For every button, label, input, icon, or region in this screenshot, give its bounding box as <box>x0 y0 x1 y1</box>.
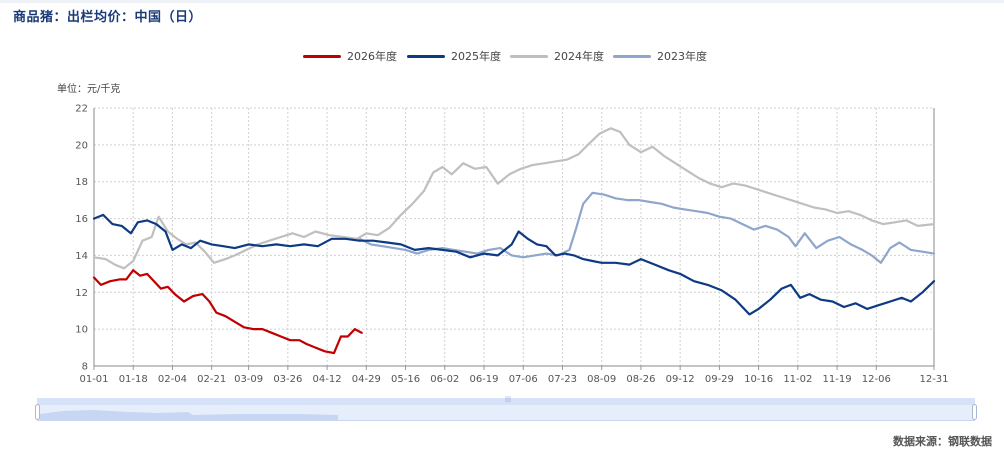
slider-preview-area <box>40 410 338 420</box>
x-tick-label: 05-16 <box>391 374 420 385</box>
slider-preview <box>40 410 338 420</box>
series-line-2023年度 <box>358 191 936 264</box>
x-tick-label: 10-16 <box>744 374 773 385</box>
y-tick-label: 12 <box>75 288 88 299</box>
y-tick-label: 18 <box>75 177 88 188</box>
x-tick-label: 02-21 <box>197 374 226 385</box>
legend-label-2025: 2025年度 <box>451 50 501 63</box>
line-chart: 8 10 12 14 16 18 20 22 01-01 01-18 02-04 02-21 03-09… <box>75 104 948 386</box>
y-tick-label: 14 <box>75 251 88 262</box>
x-tick-label: 04-12 <box>313 374 342 385</box>
x-tick-label: 09-12 <box>666 374 695 385</box>
legend: 2026年度 2025年度 2024年度 2023年度 <box>0 48 1004 68</box>
x-tick-label: 11-02 <box>783 374 812 385</box>
slider-left-handle[interactable] <box>35 404 40 420</box>
slider-selection-bar[interactable] <box>37 398 975 405</box>
x-tick-label: 11-19 <box>823 374 852 385</box>
slider-grip-icon[interactable]: ||| <box>504 396 512 403</box>
y-tick-label: 8 <box>82 362 88 373</box>
x-tick-label: 07-23 <box>548 374 577 385</box>
legend-label-2023: 2023年度 <box>657 50 707 63</box>
x-tick-label: 12-06 <box>862 374 891 385</box>
unit-label: 单位：元/千克 <box>57 84 121 95</box>
data-source: 数据来源：钢联数据 <box>893 435 992 448</box>
x-tick-label: 02-04 <box>158 374 187 385</box>
legend-label-2026: 2026年度 <box>347 50 397 63</box>
legend-label-2024: 2024年度 <box>554 50 604 63</box>
x-tick-label: 08-26 <box>626 374 655 385</box>
x-tick-label: 01-01 <box>79 374 108 385</box>
slider-right-handle[interactable] <box>972 404 977 420</box>
x-tick-label: 03-26 <box>273 374 302 385</box>
x-tick-label: 08-09 <box>587 374 616 385</box>
y-tick-label: 20 <box>75 140 88 151</box>
x-tick-label: 03-09 <box>234 374 263 385</box>
x-tick-label: 12-31 <box>919 374 948 385</box>
series-line-2026年度 <box>92 269 363 355</box>
legend-item-2023[interactable]: 2023年度 <box>613 48 707 64</box>
x-tick-label: 06-19 <box>469 374 498 385</box>
legend-item-2024[interactable]: 2024年度 <box>510 48 604 64</box>
x-tick-label: 07-06 <box>509 374 538 385</box>
x-tick-label: 01-18 <box>119 374 148 385</box>
y-tick-label: 10 <box>75 325 88 336</box>
legend-item-2025[interactable]: 2025年度 <box>407 48 501 64</box>
legend-swatch-2025 <box>407 54 445 58</box>
y-tick-label: 22 <box>75 104 88 115</box>
x-tick-label: 04-29 <box>352 374 381 385</box>
x-tick-label: 06-02 <box>430 374 459 385</box>
series-line-2024年度 <box>92 127 936 270</box>
x-tick-label: 09-29 <box>705 374 734 385</box>
chart-title: 商品猪：出栏均价：中国（日） <box>13 10 203 25</box>
legend-swatch-2024 <box>510 54 548 58</box>
top-border <box>0 0 1004 3</box>
series-line-2025年度 <box>92 213 936 316</box>
y-tick-label: 16 <box>75 214 88 225</box>
legend-swatch-2023 <box>613 54 651 58</box>
legend-item-2026[interactable]: 2026年度 <box>303 48 397 64</box>
legend-swatch-2026 <box>303 54 341 58</box>
